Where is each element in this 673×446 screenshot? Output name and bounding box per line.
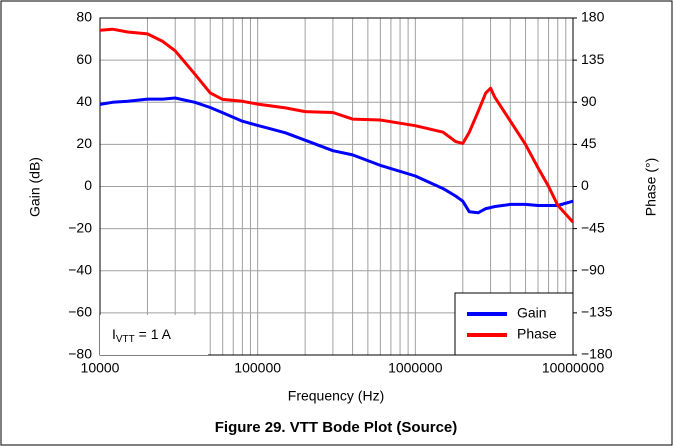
chart-title: Figure 29. VTT Bode Plot (Source) <box>215 419 458 436</box>
y-tick-label: 80 <box>76 9 92 25</box>
x-tick-label: 10000000 <box>542 360 605 376</box>
y2-tick-label: −45 <box>581 219 605 235</box>
y-tick-label: −40 <box>68 261 92 277</box>
x-tick-label: 1000000 <box>388 360 443 376</box>
y-tick-label: −80 <box>68 346 92 362</box>
annotation-box <box>100 315 208 355</box>
y2-tick-label: −90 <box>581 261 605 277</box>
legend-label: Gain <box>517 305 547 321</box>
y2-tick-label: −135 <box>581 304 613 320</box>
y-tick-label: −60 <box>68 304 92 320</box>
y-tick-label: 60 <box>76 51 92 67</box>
plot-border <box>99 17 574 356</box>
y2-tick-label: 45 <box>581 135 597 151</box>
annotation: IVTT = 1 A <box>112 326 172 345</box>
annotation-main: I <box>112 326 116 342</box>
annotation-rest: = 1 A <box>135 326 172 342</box>
y-tick-label: −20 <box>68 219 92 235</box>
y-tick-label: 20 <box>76 135 92 151</box>
y2-tick-label: 180 <box>581 9 605 25</box>
y2-tick-label: 90 <box>581 93 597 109</box>
legend-box <box>454 292 574 356</box>
legend-label: Phase <box>517 326 557 342</box>
y-tick-label: 40 <box>76 93 92 109</box>
y2-tick-label: 135 <box>581 51 605 67</box>
series-line <box>99 27 575 224</box>
y2-axis-label: Phase (°) <box>643 158 659 217</box>
series-line <box>99 96 574 215</box>
y-axis-label: Gain (dB) <box>27 157 43 217</box>
y2-tick-label: 0 <box>581 177 589 193</box>
x-tick-label: 100000 <box>234 360 281 376</box>
x-tick-label: 10000 <box>81 360 120 376</box>
y-tick-label: 0 <box>84 177 92 193</box>
y2-tick-label: −180 <box>581 346 613 362</box>
x-axis-label: Frequency (Hz) <box>288 388 384 404</box>
annotation-sub: VTT <box>116 334 135 345</box>
